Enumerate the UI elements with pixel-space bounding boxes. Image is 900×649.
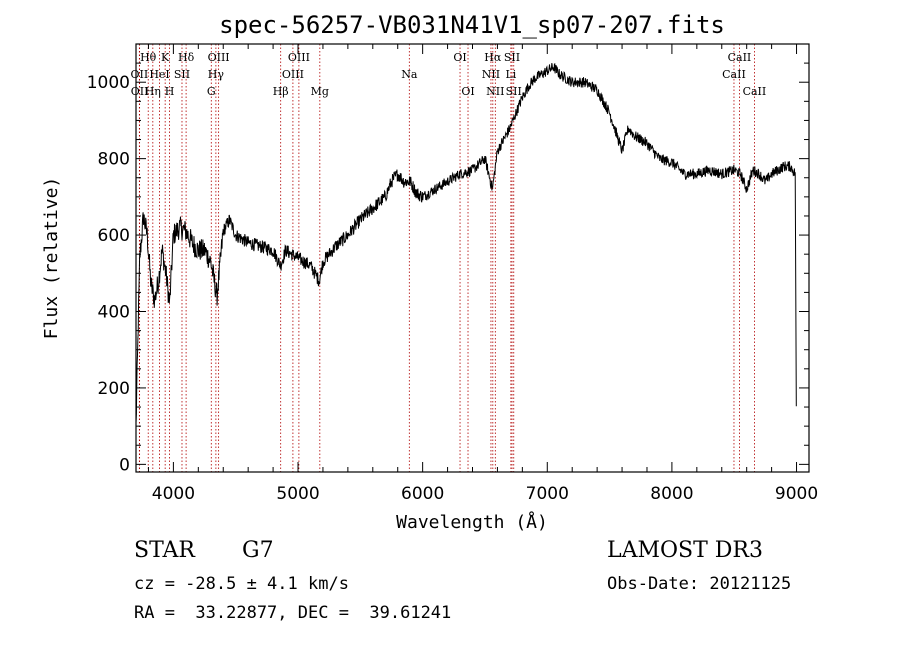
spectral-line-label: NII	[486, 85, 504, 98]
x-tick-label: 7000	[526, 484, 569, 504]
spectral-line-label: OIII	[282, 68, 304, 81]
spectral-line-label: K	[161, 51, 170, 64]
spectral-line-label: Hα	[484, 51, 502, 64]
spectral-line-label: Mg	[311, 85, 329, 98]
y-tick-label: 0	[119, 455, 130, 475]
object-class: STAR	[134, 538, 195, 563]
plot-frame	[135, 43, 810, 473]
axis-ticks: 4000 5000 6000 7000 8000 9000 0 200 400 600 800 100…	[87, 44, 818, 504]
y-tick-label: 400	[98, 303, 130, 323]
spectral-line-label: SII	[174, 68, 190, 81]
spectral-line-label: Hβ	[273, 85, 289, 98]
redshift-readout: cz = -28.5 ± 4.1 km/s	[134, 574, 349, 594]
coordinates-readout: RA = 33.22877, DEC = 39.61241	[134, 603, 452, 623]
spectral-line-markers	[138, 44, 755, 472]
spectral-line-label: SII	[506, 85, 522, 98]
x-tick-label: 6000	[401, 484, 444, 504]
spectral-line-label: Li	[505, 68, 516, 81]
spectral-line-label: G	[207, 85, 216, 98]
y-axis-label: Flux (relative)	[41, 177, 62, 340]
y-tick-label: 200	[98, 379, 130, 399]
spectral-line-label: OIII	[208, 51, 230, 64]
spectral-line-label: CaII	[722, 68, 746, 81]
spectral-line-label: SII	[504, 51, 520, 64]
spectral-line-label: Hδ	[178, 51, 195, 64]
survey-name: LAMOST DR3	[607, 538, 763, 563]
flux-series-line	[135, 63, 797, 423]
spectral-line-label: OIII	[288, 51, 310, 64]
y-tick-label: 800	[98, 150, 130, 170]
y-tick-label: 600	[98, 226, 130, 246]
spectral-line-label: NII	[482, 68, 500, 81]
observation-date: Obs-Date: 20121125	[607, 574, 792, 594]
x-tick-label: 4000	[152, 484, 195, 504]
chart-title: spec-56257-VB031N41V1_sp07-207.fits	[219, 11, 725, 39]
x-tick-label: 9000	[775, 484, 818, 504]
y-tick-label: 1000	[87, 73, 130, 93]
spectral-line-label: Hη	[145, 85, 161, 98]
spectral-line-label: OI	[461, 85, 474, 98]
spectral-line-label: OII	[131, 68, 149, 81]
spectral-line-label: CaII	[728, 51, 752, 64]
spectral-line-label: CaII	[743, 85, 767, 98]
spectral-line-label: OII	[131, 85, 149, 98]
x-axis-label: Wavelength (Å)	[396, 511, 548, 533]
spectral-line-label: Hγ	[208, 68, 225, 81]
spectral-line-label: H	[165, 85, 175, 98]
object-subclass: G7	[242, 538, 274, 563]
spectral-line-label: Hθ	[140, 51, 157, 64]
spectral-line-label: HeI	[149, 68, 169, 81]
x-tick-label: 8000	[650, 484, 693, 504]
spectral-line-label: Na	[401, 68, 418, 81]
spectral-line-label: OI	[453, 51, 466, 64]
x-tick-label: 5000	[276, 484, 319, 504]
